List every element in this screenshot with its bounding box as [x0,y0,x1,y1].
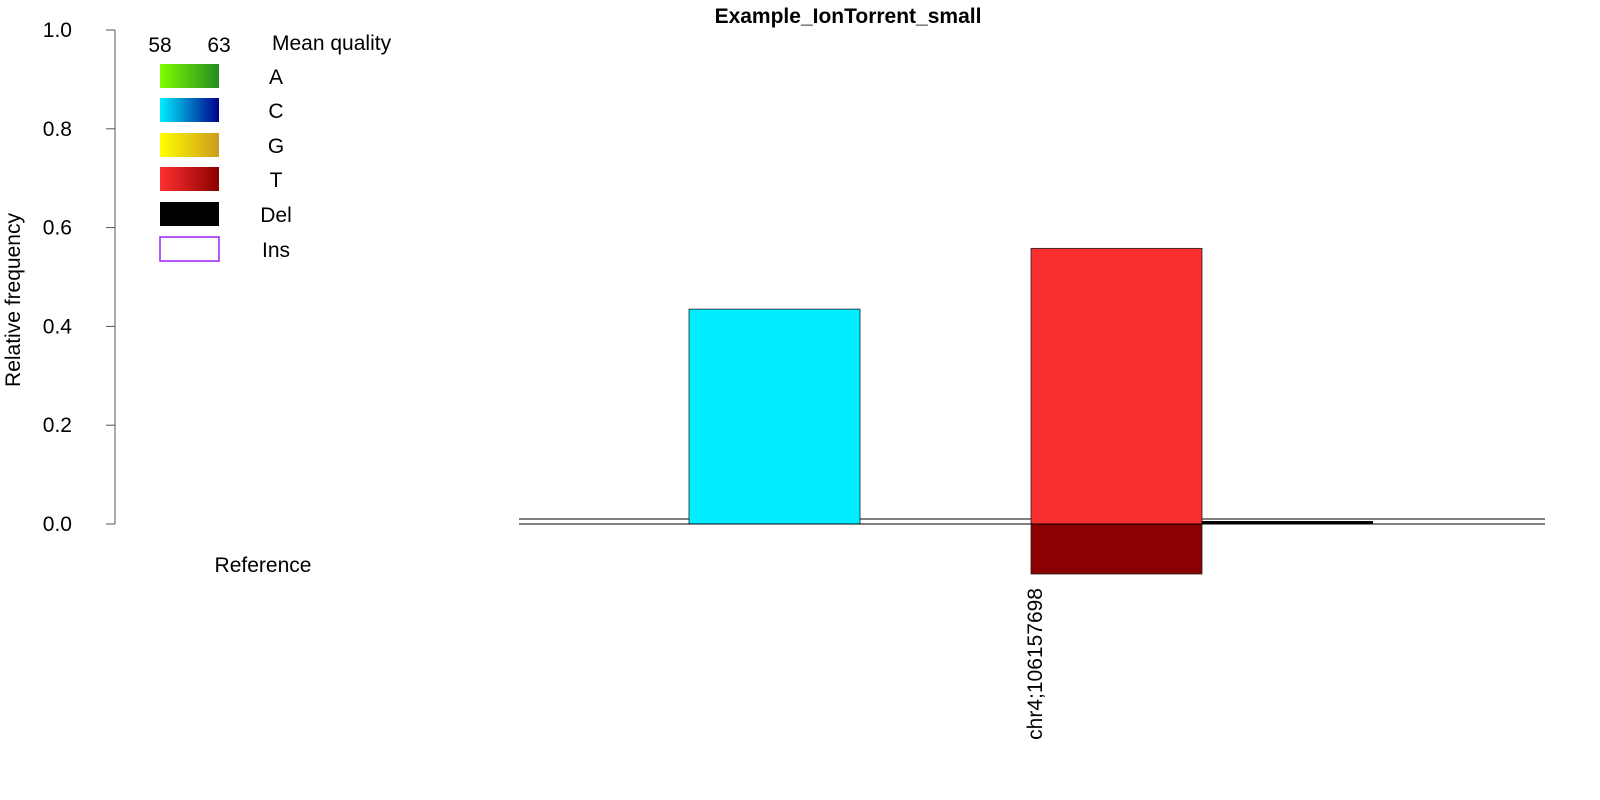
y-tick-label: 0.2 [43,414,72,437]
legend-label-a: A [269,66,283,89]
chart-title: Example_IonTorrent_small [715,5,982,28]
y-tick-label: 0.8 [43,118,72,141]
y-tick-label: 0.6 [43,217,72,240]
y-axis: 0.0 0.2 0.4 0.6 0.8 1.0 [43,19,116,536]
legend-quality-max: 63 [207,34,230,57]
legend-swatch-del [160,202,219,226]
bar-series [519,247,1545,575]
y-tick-label: 0.0 [43,513,72,536]
legend-quality-title: Mean quality [272,32,392,55]
legend-label-g: G [268,135,284,158]
legend-swatch-ins [159,236,220,262]
y-tick-label: 0.4 [43,315,73,338]
legend-label-c: C [268,100,283,123]
bar-c [688,308,861,525]
legend-label-ins: Ins [262,239,290,262]
x-tick-label-position: chr4;106157698 [1024,588,1047,740]
legend-quality-min: 58 [148,34,171,57]
legend-swatch-c [160,98,219,122]
legend-swatch-g [160,133,219,157]
legend-label-t: T [270,169,283,192]
legend-swatch-a [160,64,219,88]
reference-bar-t [1030,523,1203,575]
bar-del [1202,521,1373,524]
bar-t [1030,247,1203,525]
y-tick-label: 1.0 [43,19,72,42]
legend-swatch-t [160,167,219,191]
legend-label-del: Del [260,204,292,227]
y-axis-label: Relative frequency [2,213,25,387]
reference-label: Reference [215,554,312,577]
